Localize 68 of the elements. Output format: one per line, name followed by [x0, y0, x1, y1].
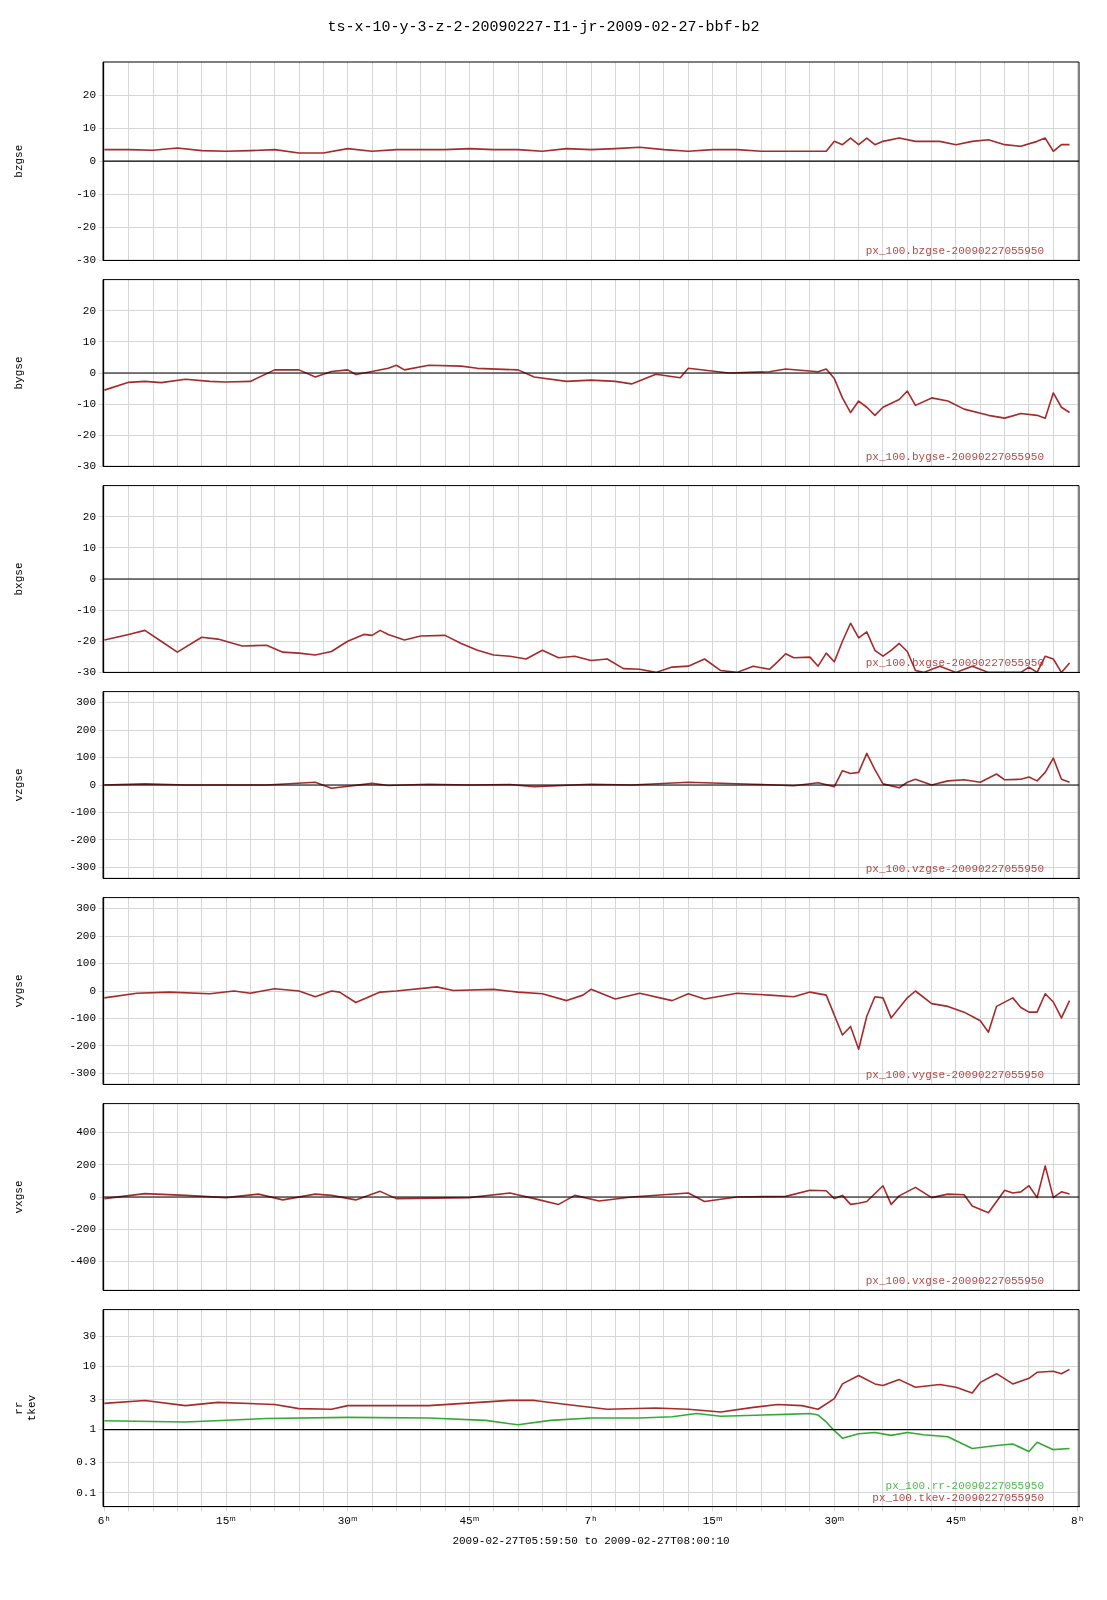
- x-tick-label: 30ᵐ: [824, 1515, 845, 1528]
- y-axis-title: bygse: [12, 356, 25, 390]
- y-tick-label: 100: [76, 957, 96, 970]
- text: px_100.tkev-20090227055950: [872, 1491, 1044, 1504]
- x-tick-label: 45ᵐ: [946, 1515, 966, 1528]
- y-tick-label: 20: [82, 304, 96, 317]
- y-tick-label: -30: [76, 460, 96, 473]
- y-tick-label: 0: [89, 572, 96, 585]
- text: px_100.vzgse-20090227055950: [865, 863, 1044, 876]
- y-tick-label: -200: [69, 1223, 96, 1236]
- y-tick-label: 0.3: [76, 1456, 96, 1469]
- y-axis-title: vygse: [12, 974, 25, 1008]
- y-tick-label: 200: [76, 723, 96, 736]
- y-tick-label: 200: [76, 1158, 96, 1171]
- y-tick-label: 10: [82, 335, 96, 348]
- x-tick-label: 7ʰ: [584, 1515, 598, 1528]
- y-tick-label: 20: [82, 510, 96, 523]
- y-tick-label: 1: [89, 1423, 97, 1436]
- text: px_100.bzgse-20090227055950: [865, 245, 1044, 258]
- y-tick-label: 20: [82, 88, 96, 101]
- text: px_100.rr-20090227055950: [885, 1479, 1044, 1492]
- y-tick-label: 0: [89, 984, 96, 997]
- series-label: px_100.vygse-20090227055950: [865, 1069, 1044, 1082]
- y-tick-label: 30: [82, 1330, 96, 1343]
- text: px_100.vxgse-20090227055950: [865, 1275, 1044, 1288]
- x-tick-label: 30ᵐ: [337, 1515, 358, 1528]
- x-axis-title: 2009-02-27T05:59:50 to 2009-02-27T08:00:10: [452, 1535, 730, 1548]
- y-tick-label: 300: [76, 696, 96, 709]
- x-tick-label: 15ᵐ: [702, 1515, 723, 1528]
- y-tick-label: 0: [89, 1190, 96, 1203]
- y-tick-label: 400: [76, 1126, 96, 1139]
- y-tick-label: -10: [76, 604, 96, 617]
- y-tick-label: 0: [89, 778, 96, 791]
- y-axis-title: rr tkev: [12, 1394, 38, 1422]
- x-tick-label: 45ᵐ: [459, 1515, 480, 1528]
- y-axis-title: bzgse: [12, 144, 25, 178]
- y-tick-label: -20: [76, 221, 96, 234]
- chart-title: ts-x-10-y-3-z-2-20090227-I1-jr-2009-02-27-bbf-b2: [327, 18, 760, 36]
- y-tick-label: -10: [76, 398, 96, 411]
- y-tick-label: -200: [69, 833, 96, 846]
- y-tick-label: -30: [76, 254, 96, 267]
- y-tick-label: -200: [69, 1039, 96, 1052]
- y-tick-label: -10: [76, 188, 96, 201]
- y-tick-label: -20: [76, 429, 96, 442]
- y-tick-label: 300: [76, 902, 96, 915]
- y-tick-label: 10: [82, 1360, 96, 1373]
- text: px_100.bygse-20090227055950: [865, 451, 1044, 464]
- y-tick-label: 10: [82, 541, 96, 554]
- y-tick-label: 0: [89, 155, 96, 168]
- x-tick-label: 6ʰ: [97, 1515, 111, 1528]
- y-tick-label: 200: [76, 929, 96, 942]
- y-tick-label: -100: [69, 1012, 96, 1025]
- y-tick-label: -20: [76, 635, 96, 648]
- y-tick-label: 100: [76, 751, 96, 764]
- y-tick-label: 3: [89, 1393, 96, 1406]
- x-tick-label: 15ᵐ: [216, 1515, 236, 1528]
- y-axis-title: vxgse: [12, 1180, 25, 1214]
- y-tick-label: -100: [69, 806, 96, 819]
- y-tick-label: 0.1: [76, 1486, 97, 1499]
- y-tick-label: -400: [69, 1255, 96, 1268]
- y-tick-label: 10: [82, 122, 96, 135]
- y-tick-label: -300: [69, 861, 96, 874]
- y-axis-title: vzgse: [12, 768, 25, 802]
- y-axis-title: bxgse: [12, 562, 25, 596]
- y-tick-label: 0: [89, 366, 96, 379]
- y-tick-label: -30: [76, 666, 96, 679]
- x-tick-label: 8ʰ: [1071, 1515, 1085, 1528]
- y-tick-label: -300: [69, 1067, 96, 1080]
